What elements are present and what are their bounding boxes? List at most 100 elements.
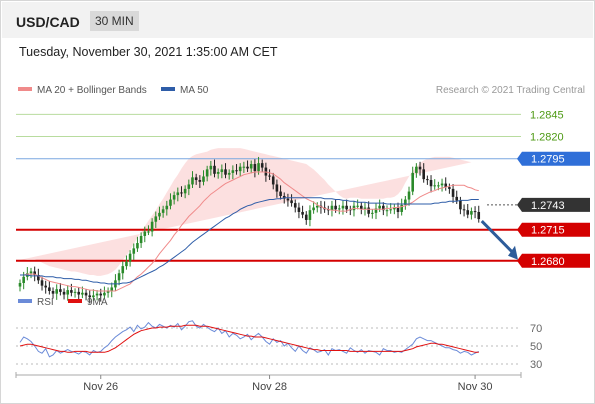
candle-body xyxy=(198,180,202,182)
candle-body xyxy=(429,180,433,187)
candle-body xyxy=(242,166,246,168)
candle-body xyxy=(18,283,22,287)
candle-body xyxy=(202,176,205,182)
candle-body xyxy=(227,172,231,175)
level-label-1.2680: 1.2680 xyxy=(531,256,565,268)
rsi-tick-label-70: 70 xyxy=(530,323,542,335)
candle-body xyxy=(466,210,470,215)
candle-body xyxy=(341,205,345,209)
candle-body xyxy=(246,166,249,169)
candle-body xyxy=(297,207,301,212)
candle-body xyxy=(77,291,81,295)
forecast-arrow-head xyxy=(508,245,518,260)
x-axis: Nov 26 Nov 28 Nov 30 xyxy=(15,372,522,393)
candle-body xyxy=(51,290,55,294)
level-tag-1.2795 xyxy=(517,151,590,166)
level-label-1.2820: 1.2820 xyxy=(530,132,564,144)
candle-body xyxy=(238,166,242,172)
candle-body xyxy=(187,184,191,189)
candle-body xyxy=(180,192,183,194)
watermark: Research © 2021 Trading Central xyxy=(436,85,585,96)
candle-body xyxy=(213,165,216,174)
candle-body xyxy=(95,293,99,296)
candle-body xyxy=(59,289,62,292)
ma9-line xyxy=(19,324,479,353)
candle-body xyxy=(312,207,315,211)
candle-body xyxy=(37,275,40,281)
candle-body xyxy=(389,209,392,211)
candle-body xyxy=(117,273,121,281)
ma50-legend-swatch xyxy=(161,87,175,91)
candle-body xyxy=(92,295,95,298)
candle-body xyxy=(308,210,312,220)
candle-body xyxy=(437,185,440,187)
candle-body xyxy=(99,293,103,296)
rsi-panel: RSI 9MA 70 50 30 xyxy=(16,297,542,371)
ma20-legend-label: MA 20 + Bollinger Bands xyxy=(37,85,147,96)
candle-body xyxy=(88,295,92,298)
candle-body xyxy=(378,205,381,209)
candle-body xyxy=(400,204,403,212)
ma9-legend-label: 9MA xyxy=(87,297,108,308)
candle-body xyxy=(110,287,114,291)
candle-body xyxy=(459,200,462,210)
candle-body xyxy=(360,205,363,210)
candle-body xyxy=(194,177,198,181)
candle-body xyxy=(275,184,279,192)
chart-datetime: Tuesday, November 30, 2021 1:35:00 AM CE… xyxy=(19,45,278,59)
candle-body xyxy=(396,207,400,212)
candle-body xyxy=(209,165,213,170)
candle-body xyxy=(44,285,47,288)
candle-body xyxy=(48,287,51,291)
ma20-legend-swatch xyxy=(18,87,32,91)
candle-body xyxy=(304,214,308,220)
candle-body xyxy=(444,183,448,188)
ma20-line xyxy=(20,171,479,292)
candle-body xyxy=(125,261,128,267)
candle-body xyxy=(235,170,238,172)
candle-body xyxy=(301,211,304,215)
candle-body xyxy=(326,209,330,211)
level-label-1.2715: 1.2715 xyxy=(531,225,565,237)
rsi-legend-swatch xyxy=(18,299,32,303)
candle-body xyxy=(121,266,125,274)
candle-body xyxy=(279,191,282,196)
candle-body xyxy=(271,176,275,185)
candle-body xyxy=(249,164,253,169)
candle-body xyxy=(40,280,44,286)
timeframe-badge[interactable]: 30 MIN xyxy=(90,11,139,31)
x-tick-label-nov-26: Nov 26 xyxy=(83,381,118,393)
rsi-line xyxy=(19,320,480,358)
candle-body xyxy=(330,205,334,211)
candle-body xyxy=(158,212,161,217)
candle-body xyxy=(231,170,235,173)
candle-body xyxy=(103,292,106,296)
candle-body xyxy=(84,292,88,296)
candle-body xyxy=(367,207,370,214)
candle-body xyxy=(382,205,385,211)
candle-body xyxy=(422,169,425,180)
x-tick-label-nov-28: Nov 28 xyxy=(252,381,287,393)
header-bar: USD/CAD 30 MIN xyxy=(2,2,593,38)
candle-body xyxy=(62,291,66,295)
candle-body xyxy=(66,290,70,295)
level-label-1.2845: 1.2845 xyxy=(530,109,564,121)
candle-body xyxy=(216,172,220,174)
candle-body xyxy=(29,271,33,274)
candle-body xyxy=(81,292,84,295)
rsi-legend-label: RSI xyxy=(37,297,54,308)
candle-body xyxy=(415,166,418,173)
candle-body xyxy=(477,211,481,220)
x-tick-label-nov-30: Nov 30 xyxy=(458,381,493,393)
candle-body xyxy=(473,211,477,213)
candle-body xyxy=(440,183,444,186)
candle-body xyxy=(418,166,422,170)
candle-body xyxy=(470,211,473,215)
candle-body xyxy=(143,231,147,236)
ma50-legend-label: MA 50 xyxy=(180,85,209,96)
candle-body xyxy=(154,216,158,222)
candle-body xyxy=(22,276,25,283)
candle-body xyxy=(172,195,176,200)
